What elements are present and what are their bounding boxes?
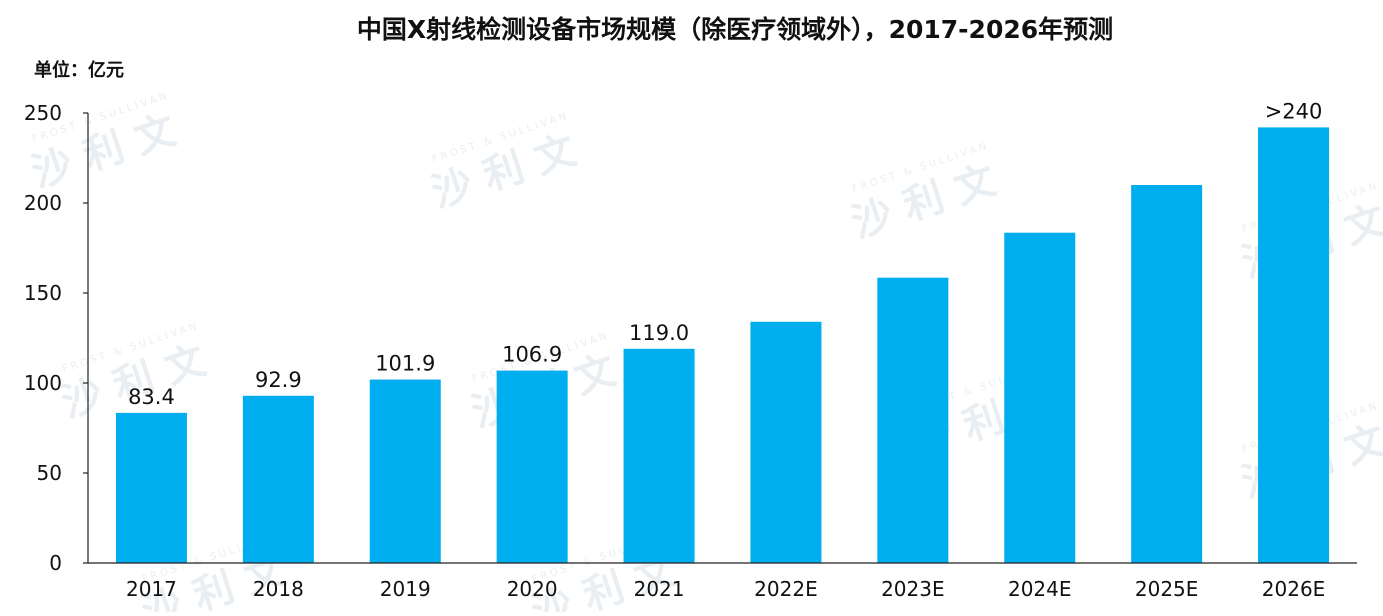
bar-2017 [115,412,187,563]
data-label-2021: 119.0 [629,321,689,345]
x-tick-label-2026E: 2026E [1262,577,1326,601]
y-tick-label-50: 50 [37,461,62,485]
x-tick-label-2018: 2018 [253,577,304,601]
bar-2020 [496,370,568,563]
data-label-2019: 101.9 [375,352,435,376]
x-tick-label-2021: 2021 [634,577,685,601]
bar-2024E [1004,232,1076,563]
x-tick-label-2024E: 2024E [1008,577,1072,601]
y-tick-label-250: 250 [24,101,62,125]
data-label-2020: 106.9 [502,343,562,367]
bar-2019 [369,379,441,563]
bar-2021 [623,348,695,563]
x-tick-label-2023E: 2023E [881,577,945,601]
bars-layer: 83.4 92.9 101.9 106.9 119.0 >240 [115,99,1330,564]
x-tick-label-2020: 2020 [507,577,558,601]
x-tick-label-2017: 2017 [126,577,177,601]
y-tick-label-100: 100 [24,371,62,395]
data-label-2017: 83.4 [128,385,175,409]
data-label-2018: 92.9 [255,368,302,392]
chart-title: 中国X射线检测设备市场规模（除医疗领域外），2017-2026年预测 [357,15,1113,44]
y-tick-label-0: 0 [49,551,62,575]
y-tick-label-150: 150 [24,281,62,305]
axis-layer: 0 50 100 150 200 250 2017 2018 2019 2020 2021 2022E… [24,101,1357,601]
bar-2026E [1258,127,1330,564]
data-label-2026E: >240 [1265,99,1323,123]
x-tick-label-2025E: 2025E [1135,577,1199,601]
bar-2018 [242,395,314,563]
x-tick-label-2022E: 2022E [754,577,818,601]
y-tick-label-200: 200 [24,191,62,215]
bar-2022E [750,321,822,563]
unit-label: 单位：亿元 [34,59,124,81]
x-tick-label-2019: 2019 [380,577,431,601]
bar-2025E [1131,185,1203,563]
bar-2023E [877,277,949,563]
